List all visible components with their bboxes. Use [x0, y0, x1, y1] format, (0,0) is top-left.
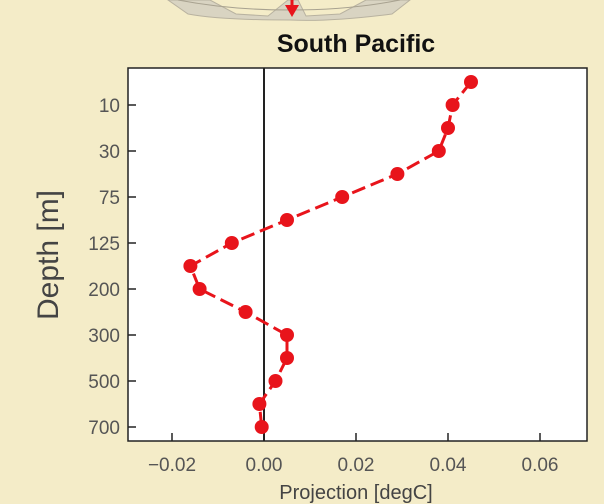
- data-point: [432, 144, 446, 158]
- data-point: [225, 236, 239, 250]
- y-tick-label: 300: [88, 326, 120, 347]
- data-point: [239, 305, 253, 319]
- plot-area: [128, 68, 587, 441]
- data-point: [269, 374, 283, 388]
- y-tick-label: 10: [99, 96, 120, 117]
- data-point: [441, 121, 455, 135]
- y-tick-label: 75: [99, 188, 120, 209]
- data-point: [280, 328, 294, 342]
- data-point: [335, 190, 349, 204]
- y-axis-label: Depth [m]: [32, 190, 65, 320]
- x-axis-label: Projection [degC]: [279, 482, 432, 504]
- data-point: [280, 351, 294, 365]
- x-tick-label: −0.02: [148, 455, 196, 476]
- data-point: [193, 282, 207, 296]
- y-tick-label: 200: [88, 280, 120, 301]
- data-point: [446, 98, 460, 112]
- y-tick-label: 700: [88, 418, 120, 439]
- chart-title: South Pacific: [277, 30, 435, 58]
- x-tick-label: 0.00: [246, 455, 283, 476]
- data-point: [252, 397, 266, 411]
- y-tick-label: 125: [88, 234, 120, 255]
- data-point: [255, 420, 269, 434]
- data-point: [183, 259, 197, 273]
- data-point: [280, 213, 294, 227]
- data-point: [390, 167, 404, 181]
- x-tick-label: 0.02: [338, 455, 375, 476]
- y-tick-label: 30: [99, 142, 120, 163]
- x-tick-label: 0.06: [522, 455, 559, 476]
- data-point: [464, 75, 478, 89]
- x-tick-label: 0.04: [430, 455, 467, 476]
- y-tick-label: 500: [88, 372, 120, 393]
